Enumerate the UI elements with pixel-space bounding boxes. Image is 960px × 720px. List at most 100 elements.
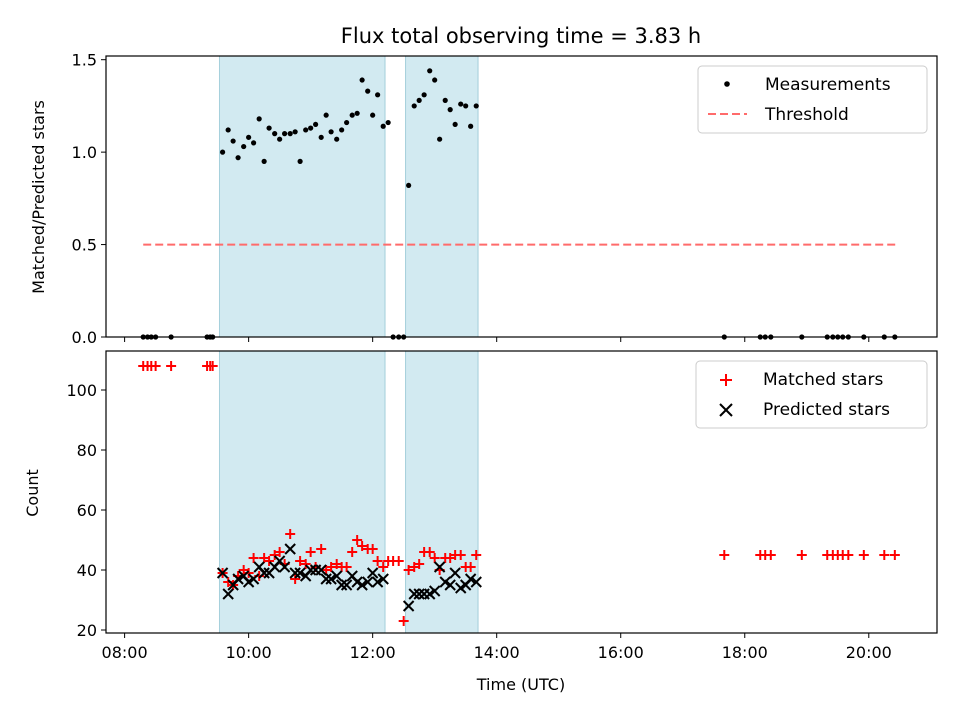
predicted-star-point (444, 579, 456, 591)
matched-star-point (248, 553, 259, 563)
measurement-point (468, 123, 474, 129)
x-tick-label: 12:00 (350, 643, 396, 662)
predicted-star-point (377, 573, 389, 585)
predicted-star-point (366, 567, 379, 579)
measurement-point (272, 131, 278, 137)
measurement-point (328, 129, 334, 135)
matched-star-point (305, 547, 316, 557)
matched-star-point (316, 544, 327, 554)
matched-stars-points (138, 361, 900, 626)
matched-star-point (341, 562, 352, 572)
matched-star-point (429, 553, 440, 563)
measurement-point (344, 119, 350, 126)
measurement-point (463, 103, 469, 109)
bottom-legend: Matched stars Predicted stars (695, 360, 928, 429)
x-tick-label: 10:00 (226, 643, 272, 662)
legend-predicted-label: Predicted stars (763, 400, 890, 420)
matched-star-point (471, 550, 482, 560)
shaded-span-1 (405, 55, 479, 338)
measurement-point (235, 155, 241, 161)
bottom-y-ticks: 20 40 60 80 100 (66, 381, 106, 640)
y-tick-label: 100 (66, 381, 97, 400)
predicted-star-point (413, 588, 425, 600)
measurement-point (437, 136, 443, 142)
predicted-star-point (232, 573, 244, 585)
legend-matched-label: Matched stars (763, 370, 883, 390)
shaded-span-0 (218, 350, 386, 634)
measurement-point (250, 140, 257, 146)
predicted-star-point (294, 567, 306, 579)
matched-star-point (166, 361, 177, 371)
predicted-star-point (335, 579, 348, 591)
measurement-point (385, 119, 391, 126)
chart-title: Flux total observing time = 3.83 h (341, 24, 701, 48)
matched-star-point (274, 547, 285, 557)
predicted-star-point (258, 567, 270, 579)
matched-star-point (372, 556, 383, 566)
x-tick-label: 16:00 (598, 643, 644, 662)
y-tick-label: 20 (77, 621, 97, 640)
predicted-star-point (408, 588, 420, 600)
measurement-point (375, 92, 381, 98)
measurement-point (432, 77, 438, 83)
measurement-point (277, 136, 283, 142)
top-axes-frame (105, 55, 938, 338)
x-axis-label: Time (UTC) (476, 675, 565, 694)
top-y-axis-label: Matched/Predicted stars (29, 100, 48, 294)
matched-star-point (326, 562, 337, 572)
bottom-y-axis-label: Count (23, 469, 42, 517)
measurement-point (473, 103, 479, 109)
measurement-point (292, 129, 298, 135)
predicted-star-point (289, 567, 301, 579)
predicted-star-point (356, 579, 368, 591)
shaded-span-0 (218, 55, 386, 338)
measurement-point (458, 101, 464, 107)
matched-star-point (290, 574, 301, 584)
matched-star-point (207, 361, 218, 371)
y-tick-label: 0.5 (72, 236, 97, 255)
predicted-star-point (278, 561, 291, 573)
matched-star-point (403, 565, 414, 575)
y-tick-label: 1.0 (72, 143, 97, 162)
predicted-star-point (247, 573, 260, 585)
predicted-stars-points (216, 543, 482, 612)
bottom-panel: 20 40 60 80 100 08:00 10:00 12:00 14:00 16:00 18:… (23, 350, 938, 694)
y-tick-label: 0.0 (72, 328, 97, 347)
matched-star-point (150, 361, 161, 371)
predicted-star-point (216, 567, 229, 579)
top-y-ticks: 0.0 0.5 1.0 1.5 (72, 51, 106, 347)
predicted-star-point (315, 564, 327, 576)
measurement-point (339, 127, 345, 133)
predicted-star-point (470, 576, 482, 588)
matched-star-point (858, 550, 869, 560)
measurement-point (349, 112, 355, 118)
measurement-point (427, 68, 433, 74)
top-panel: Flux total observing time = 3.83 h 0.00.… (29, 24, 938, 347)
matched-star-point (393, 556, 404, 566)
measurement-point (313, 121, 319, 128)
x-tick-label: 14:00 (474, 643, 520, 662)
measurement-point (261, 158, 267, 164)
matched-star-point (300, 559, 311, 569)
predicted-star-point (320, 573, 332, 585)
legend-matched-marker (720, 374, 732, 386)
top-shaded-spans (218, 55, 479, 338)
y-tick-label: 1.5 (72, 51, 97, 70)
predicted-star-point (428, 585, 441, 597)
bottom-x-ticks: 08:00 10:00 12:00 14:00 16:00 18:00 20:00 (102, 633, 892, 662)
top-legend-frame (697, 65, 928, 134)
matched-star-point (357, 541, 368, 551)
y-tick-label: 60 (77, 501, 97, 520)
predicted-star-point (284, 543, 296, 555)
x-tick-label: 18:00 (722, 643, 768, 662)
measurement-point (308, 125, 314, 131)
x-tick-label: 08:00 (102, 643, 148, 662)
predicted-star-point (304, 564, 317, 576)
measurement-point (421, 92, 427, 98)
matched-star-point (765, 550, 776, 560)
matched-star-point (378, 562, 389, 572)
matched-star-point (879, 550, 890, 560)
predicted-star-point (330, 570, 343, 582)
measurement-point (282, 131, 288, 137)
